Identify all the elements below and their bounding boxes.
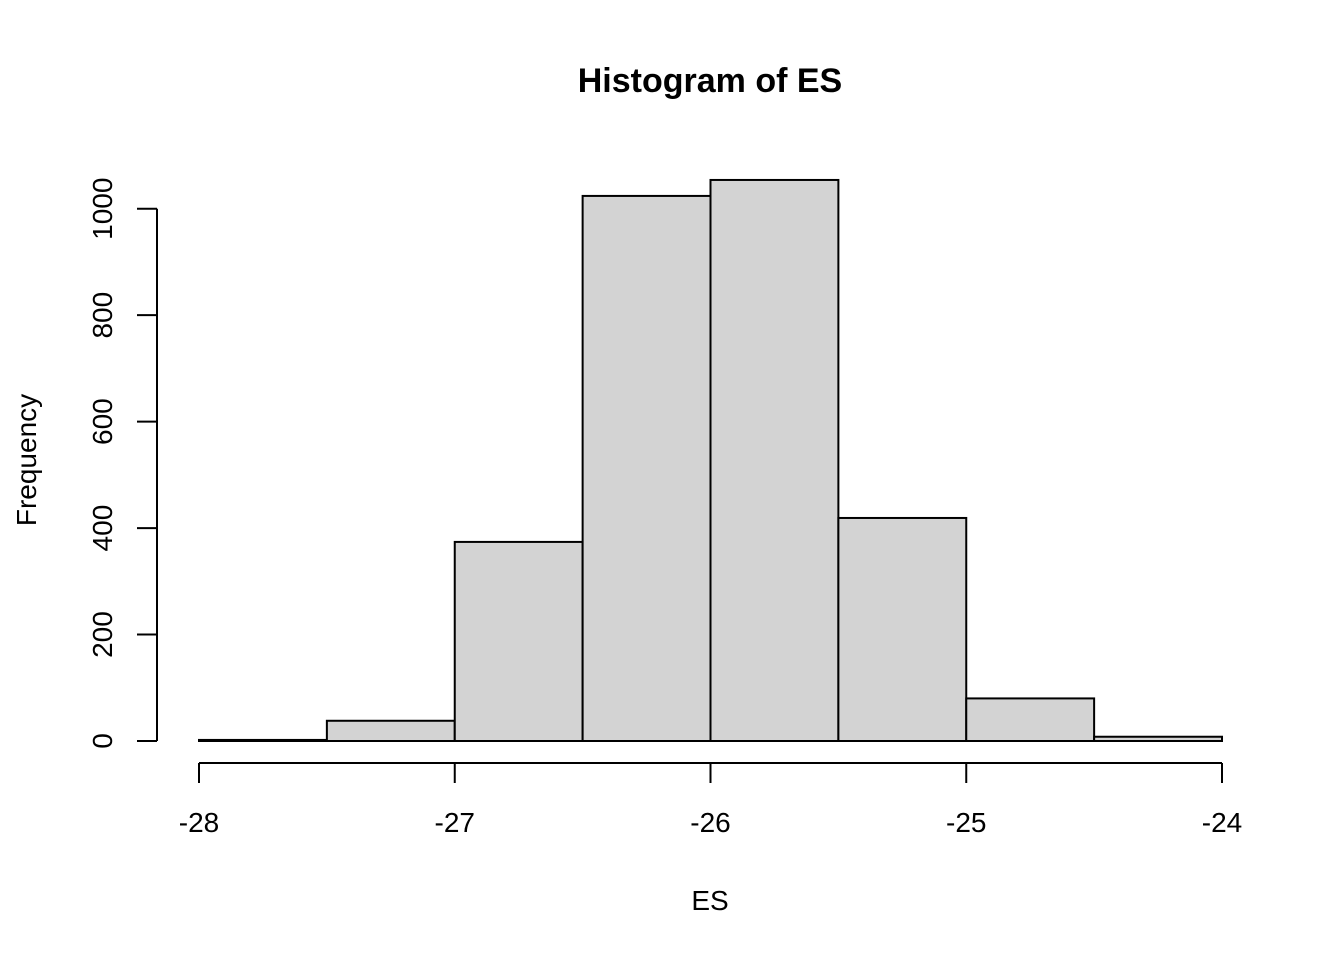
chart-title: Histogram of ES xyxy=(578,62,842,100)
y-tick-label: 600 xyxy=(87,398,118,445)
y-tick-label: 200 xyxy=(87,611,118,658)
histogram-bar-8 xyxy=(1093,735,1223,742)
x-tick-label: -27 xyxy=(435,807,475,838)
histogram-bar-5 xyxy=(709,178,840,742)
y-tick-label: 1000 xyxy=(87,178,118,240)
histogram-bar-6 xyxy=(837,516,968,743)
y-tick-label: 0 xyxy=(87,733,118,749)
y-tick-label: 800 xyxy=(87,292,118,339)
histogram-bar-1 xyxy=(198,738,328,743)
y-axis-label: Frequency xyxy=(11,394,42,526)
histogram-bar-3 xyxy=(453,540,584,742)
y-tick-label: 400 xyxy=(87,505,118,552)
x-tick-label: -26 xyxy=(690,807,730,838)
x-axis: -28 -27 -26 -25 -24 xyxy=(179,762,1242,838)
x-tick-label: -25 xyxy=(946,807,986,838)
x-axis-label: ES xyxy=(691,885,728,916)
bars-group xyxy=(198,178,1223,743)
histogram-bar-2 xyxy=(325,719,456,742)
histogram-bar-7 xyxy=(965,697,1096,743)
x-tick-label: -24 xyxy=(1202,807,1242,838)
histogram-bar-4 xyxy=(581,194,712,742)
y-axis: 0 200 400 600 800 1000 xyxy=(87,178,158,749)
x-tick-label: -28 xyxy=(179,807,219,838)
